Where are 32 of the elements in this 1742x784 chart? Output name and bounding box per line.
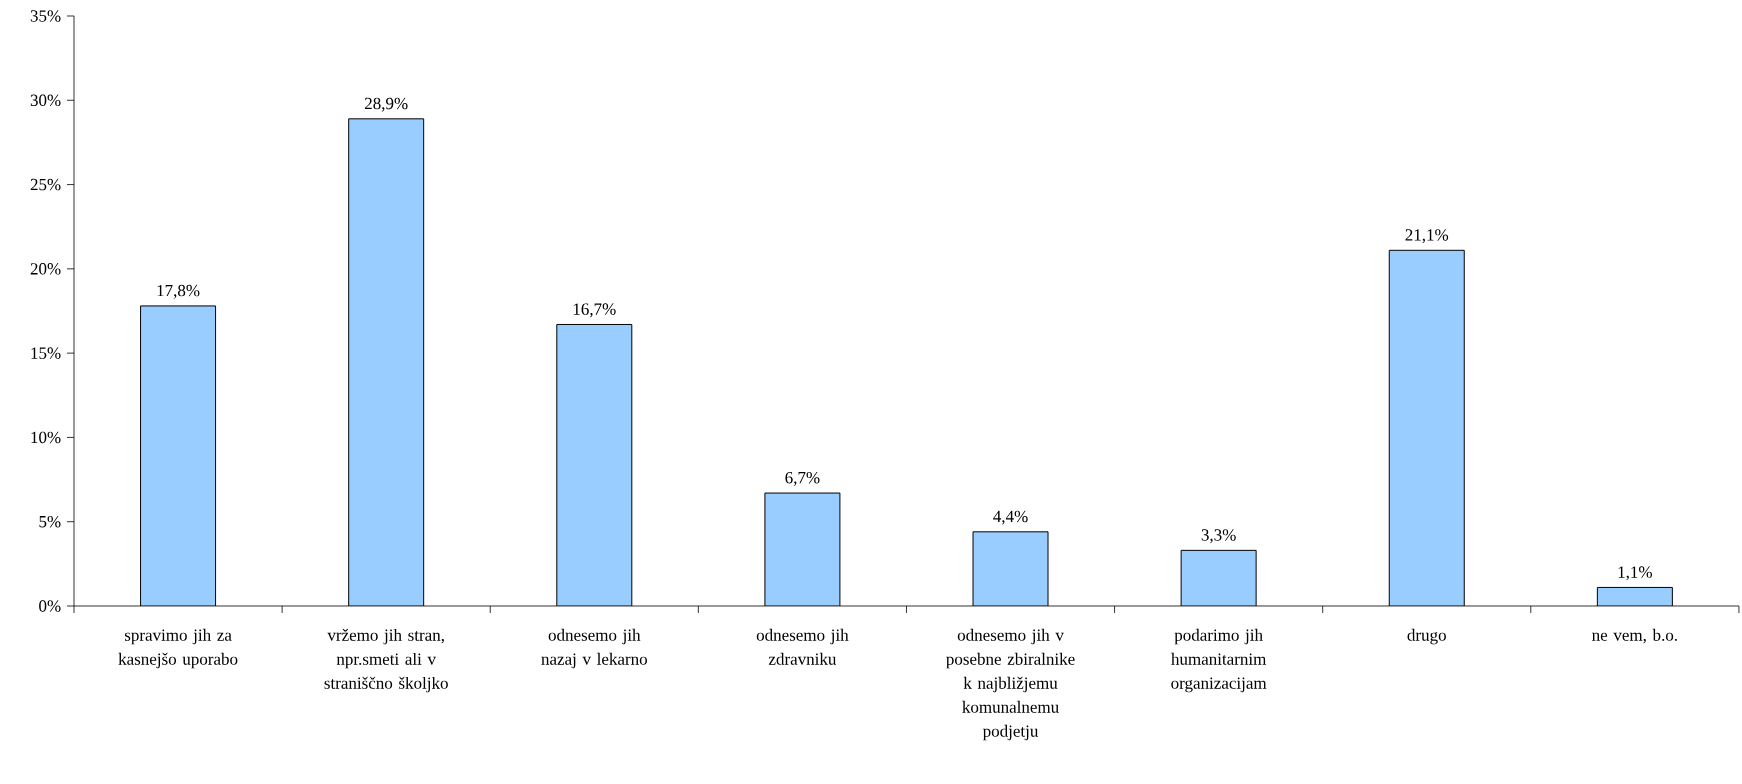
data-label: 16,7% [573,303,616,318]
x-tick-label: odnesemo jih v posebne zbiralnike k najbližjemu komunalnemu podjetju [946,628,1075,741]
x-tick-label: odnesemo jih nazaj v lekarno [541,628,647,669]
data-label: 21,1% [1405,229,1449,244]
y-tick-label: 35% [30,10,61,22]
y-tick-label: 25% [30,178,61,191]
bar [1181,550,1257,606]
data-label: 28,9% [364,97,408,112]
y-tick-label: 30% [30,94,61,107]
bar [1389,250,1465,606]
y-tick-label: 20% [30,263,61,275]
x-tick-label: spravimo jih za kasnejšo uporabo [118,628,238,669]
y-tick-label: 10% [31,431,61,444]
bar [764,493,840,606]
x-tick-label: odnesemo jih zdravniku [756,628,849,665]
x-tick-label: drugo [1407,628,1446,645]
bar [348,118,424,606]
y-tick-label: 5% [39,515,61,528]
data-label: 3,3% [1201,529,1236,544]
bar [140,305,216,606]
data-label: 6,7% [785,471,820,486]
bar [1596,586,1673,606]
x-tick-label: ne vem, b.o. [1592,628,1677,644]
bar [973,531,1049,606]
x-tick-label: vržemo jih stran, npr.smeti ali v straniščno školjko [324,628,448,693]
y-tick-label: 15% [31,347,61,359]
data-label: 4,4% [993,510,1028,525]
data-label: 1,1% [1618,566,1652,581]
x-tick-label: podarimo jih humanitarnim organizacijam [1171,628,1267,693]
y-tick-label: 0% [39,600,61,612]
bar [556,324,632,606]
data-label: 17,8% [157,284,200,299]
